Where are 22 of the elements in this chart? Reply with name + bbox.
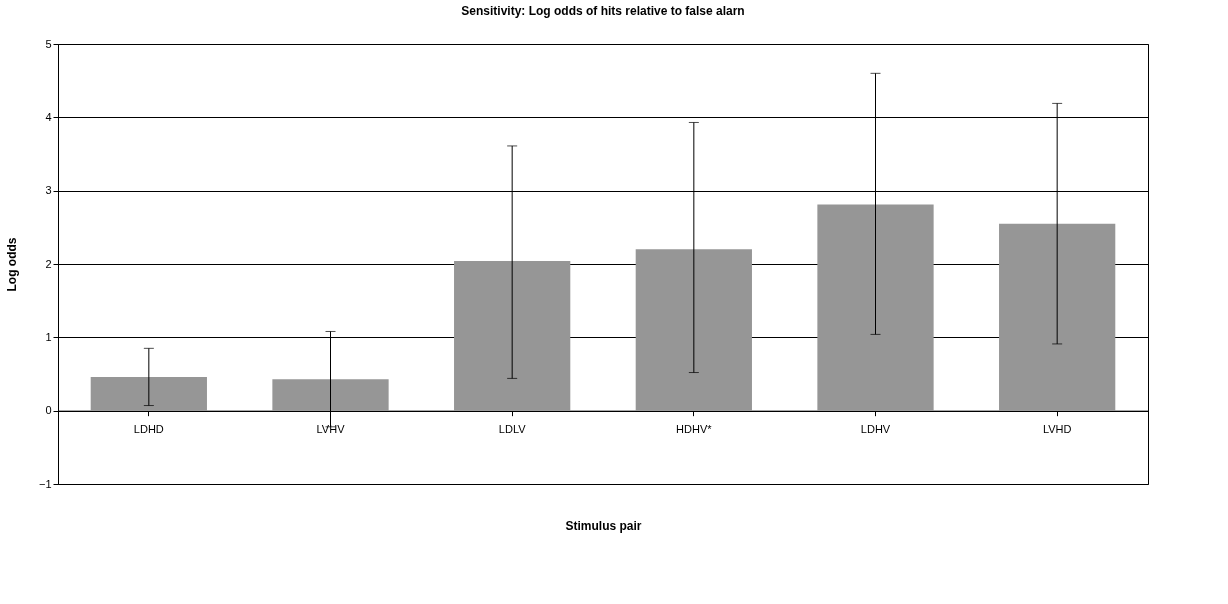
bar xyxy=(454,261,571,411)
y-tick-label: −1 xyxy=(38,477,52,490)
chart-title: Sensitivity: Log odds of hits relative to false alarn xyxy=(461,4,745,18)
bar xyxy=(90,376,207,411)
bar xyxy=(635,249,752,411)
bar xyxy=(272,379,389,411)
x-tick-label: LDHV xyxy=(860,423,891,436)
x-tick-label: LDLV xyxy=(498,423,527,436)
bar xyxy=(999,223,1116,411)
x-tick-label: LDHD xyxy=(133,423,164,436)
y-tick-label: 3 xyxy=(45,184,52,197)
y-tick-label: 4 xyxy=(45,110,52,123)
x-tick-label: LVHV xyxy=(316,423,346,436)
y-tick-label: 0 xyxy=(45,404,52,417)
x-tick-label: HDHV* xyxy=(676,423,713,436)
y-tick-label: 5 xyxy=(45,37,52,50)
y-axis-title: Log odds xyxy=(4,237,19,292)
x-axis-title: Stimulus pair xyxy=(565,518,642,533)
y-tick-label: 1 xyxy=(45,330,52,343)
bar xyxy=(817,204,934,411)
y-tick-label: 2 xyxy=(45,257,52,270)
x-tick-label: LVHD xyxy=(1042,423,1072,436)
